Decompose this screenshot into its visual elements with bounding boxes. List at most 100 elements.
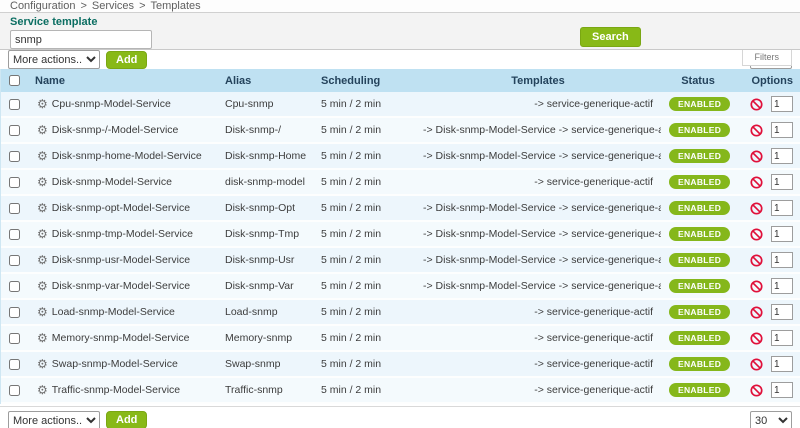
filters-tab[interactable]: Filters xyxy=(741,50,792,66)
service-name-link[interactable]: Disk-snmp-opt-Model-Service xyxy=(51,201,191,214)
breadcrumb-separator: > xyxy=(80,0,87,12)
templates-cell: -> service-generique-actif xyxy=(415,169,661,196)
service-template-gear-icon: ⚙ xyxy=(37,305,48,319)
templates-cell: -> service-generique-actif xyxy=(415,92,661,118)
duplicate-count-input[interactable] xyxy=(771,200,793,216)
alias-cell: Load-snmp xyxy=(217,299,313,326)
select-all-checkbox[interactable] xyxy=(9,75,20,87)
templates-cell: -> service-generique-actif xyxy=(415,325,661,352)
page-size-select-bottom[interactable]: 30 xyxy=(750,411,792,428)
duplicate-count-input[interactable] xyxy=(771,226,793,242)
row-checkbox[interactable] xyxy=(9,202,20,214)
column-header-alias[interactable]: Alias xyxy=(217,69,313,92)
service-template-gear-icon: ⚙ xyxy=(37,201,48,215)
prohibit-icon[interactable] xyxy=(750,279,763,293)
service-name-link[interactable]: Cpu-snmp-Model-Service xyxy=(51,97,171,110)
row-checkbox[interactable] xyxy=(9,254,20,266)
scheduling-cell: 5 min / 2 min xyxy=(313,299,415,326)
search-button[interactable]: Search xyxy=(580,27,641,47)
service-name-link[interactable]: Disk-snmp-usr-Model-Service xyxy=(51,253,191,266)
breadcrumb-templates[interactable]: Templates xyxy=(150,0,201,12)
duplicate-count-input[interactable] xyxy=(771,278,793,294)
table-row: ⚙ Cpu-snmp-Model-Service Cpu-snmp 5 min /… xyxy=(1,92,800,118)
table-row: ⚙ Memory-snmp-Model-Service Memory-snmp 5… xyxy=(1,325,800,352)
service-name-link[interactable]: Swap-snmp-Model-Service xyxy=(51,357,178,370)
column-header-scheduling[interactable]: Scheduling xyxy=(313,69,415,92)
prohibit-icon[interactable] xyxy=(750,331,763,345)
service-name-link[interactable]: Traffic-snmp-Model-Service xyxy=(51,383,181,396)
bottom-toolbar: More actions... Add 30 xyxy=(0,406,800,428)
service-template-gear-icon: ⚙ xyxy=(37,97,48,111)
service-template-gear-icon: ⚙ xyxy=(37,149,48,163)
service-name-link[interactable]: Disk-snmp-Model-Service xyxy=(51,175,172,188)
scheduling-cell: 5 min / 2 min xyxy=(313,117,415,144)
column-header-status[interactable]: Status xyxy=(661,69,735,92)
row-checkbox[interactable] xyxy=(9,124,20,136)
prohibit-icon[interactable] xyxy=(750,305,763,319)
row-checkbox[interactable] xyxy=(9,306,20,318)
column-header-name[interactable]: Name xyxy=(27,69,217,92)
scheduling-cell: 5 min / 2 min xyxy=(313,377,415,404)
row-checkbox[interactable] xyxy=(9,228,20,240)
row-checkbox[interactable] xyxy=(9,98,20,110)
more-actions-select-top[interactable]: More actions... xyxy=(8,50,100,69)
row-checkbox[interactable] xyxy=(9,358,20,370)
duplicate-count-input[interactable] xyxy=(771,122,793,138)
alias-cell: Traffic-snmp xyxy=(217,377,313,404)
service-name-link[interactable]: Disk-snmp-/-Model-Service xyxy=(51,123,179,136)
service-template-gear-icon: ⚙ xyxy=(37,279,48,293)
row-checkbox[interactable] xyxy=(9,332,20,344)
table-row: ⚙ Disk-snmp-var-Model-Service Disk-snmp-V… xyxy=(1,273,800,300)
duplicate-count-input[interactable] xyxy=(771,252,793,268)
row-checkbox[interactable] xyxy=(9,280,20,292)
scheduling-cell: 5 min / 2 min xyxy=(313,273,415,300)
duplicate-count-input[interactable] xyxy=(771,148,793,164)
service-name-link[interactable]: Memory-snmp-Model-Service xyxy=(51,331,190,344)
duplicate-count-input[interactable] xyxy=(771,174,793,190)
duplicate-count-input[interactable] xyxy=(771,330,793,346)
row-checkbox[interactable] xyxy=(9,176,20,188)
service-template-gear-icon: ⚙ xyxy=(37,175,48,189)
prohibit-icon[interactable] xyxy=(750,149,763,163)
prohibit-icon[interactable] xyxy=(750,227,763,241)
duplicate-count-input[interactable] xyxy=(771,382,793,398)
add-button-top[interactable]: Add xyxy=(106,50,148,69)
breadcrumb-configuration[interactable]: Configuration xyxy=(10,0,76,12)
scheduling-cell: 5 min / 2 min xyxy=(313,325,415,352)
prohibit-icon[interactable] xyxy=(750,253,763,267)
more-actions-select-bottom[interactable]: More actions... xyxy=(8,411,100,428)
prohibit-icon[interactable] xyxy=(750,97,763,111)
status-badge: ENABLED xyxy=(669,383,731,397)
scheduling-cell: 5 min / 2 min xyxy=(313,92,415,118)
service-template-search-input[interactable] xyxy=(10,30,152,49)
top-toolbar: More actions... Add 30 xyxy=(0,50,800,69)
scheduling-cell: 5 min / 2 min xyxy=(313,195,415,222)
row-checkbox[interactable] xyxy=(9,150,20,162)
breadcrumb-services[interactable]: Services xyxy=(91,0,135,12)
service-name-link[interactable]: Disk-snmp-var-Model-Service xyxy=(51,279,191,292)
service-name-link[interactable]: Load-snmp-Model-Service xyxy=(51,305,175,318)
column-header-templates[interactable]: Templates xyxy=(415,69,661,92)
status-badge: ENABLED xyxy=(669,331,731,345)
duplicate-count-input[interactable] xyxy=(771,356,793,372)
scheduling-cell: 5 min / 2 min xyxy=(313,247,415,274)
prohibit-icon[interactable] xyxy=(750,123,763,137)
scheduling-cell: 5 min / 2 min xyxy=(313,169,415,196)
service-name-link[interactable]: Disk-snmp-tmp-Model-Service xyxy=(51,227,193,240)
row-checkbox[interactable] xyxy=(9,384,20,396)
prohibit-icon[interactable] xyxy=(750,357,763,371)
prohibit-icon[interactable] xyxy=(750,383,763,397)
service-name-link[interactable]: Disk-snmp-home-Model-Service xyxy=(51,149,202,162)
prohibit-icon[interactable] xyxy=(750,201,763,215)
status-badge: ENABLED xyxy=(669,357,731,371)
duplicate-count-input[interactable] xyxy=(771,304,793,320)
table-row: ⚙ Load-snmp-Model-Service Load-snmp 5 min… xyxy=(1,299,800,326)
alias-cell: disk-snmp-model xyxy=(217,169,313,196)
alias-cell: Disk-snmp-Usr xyxy=(217,247,313,274)
duplicate-count-input[interactable] xyxy=(771,96,793,112)
status-badge: ENABLED xyxy=(669,279,731,293)
status-badge: ENABLED xyxy=(669,123,731,137)
service-template-gear-icon: ⚙ xyxy=(37,123,48,137)
add-button-bottom[interactable]: Add xyxy=(106,411,148,428)
prohibit-icon[interactable] xyxy=(750,175,763,189)
